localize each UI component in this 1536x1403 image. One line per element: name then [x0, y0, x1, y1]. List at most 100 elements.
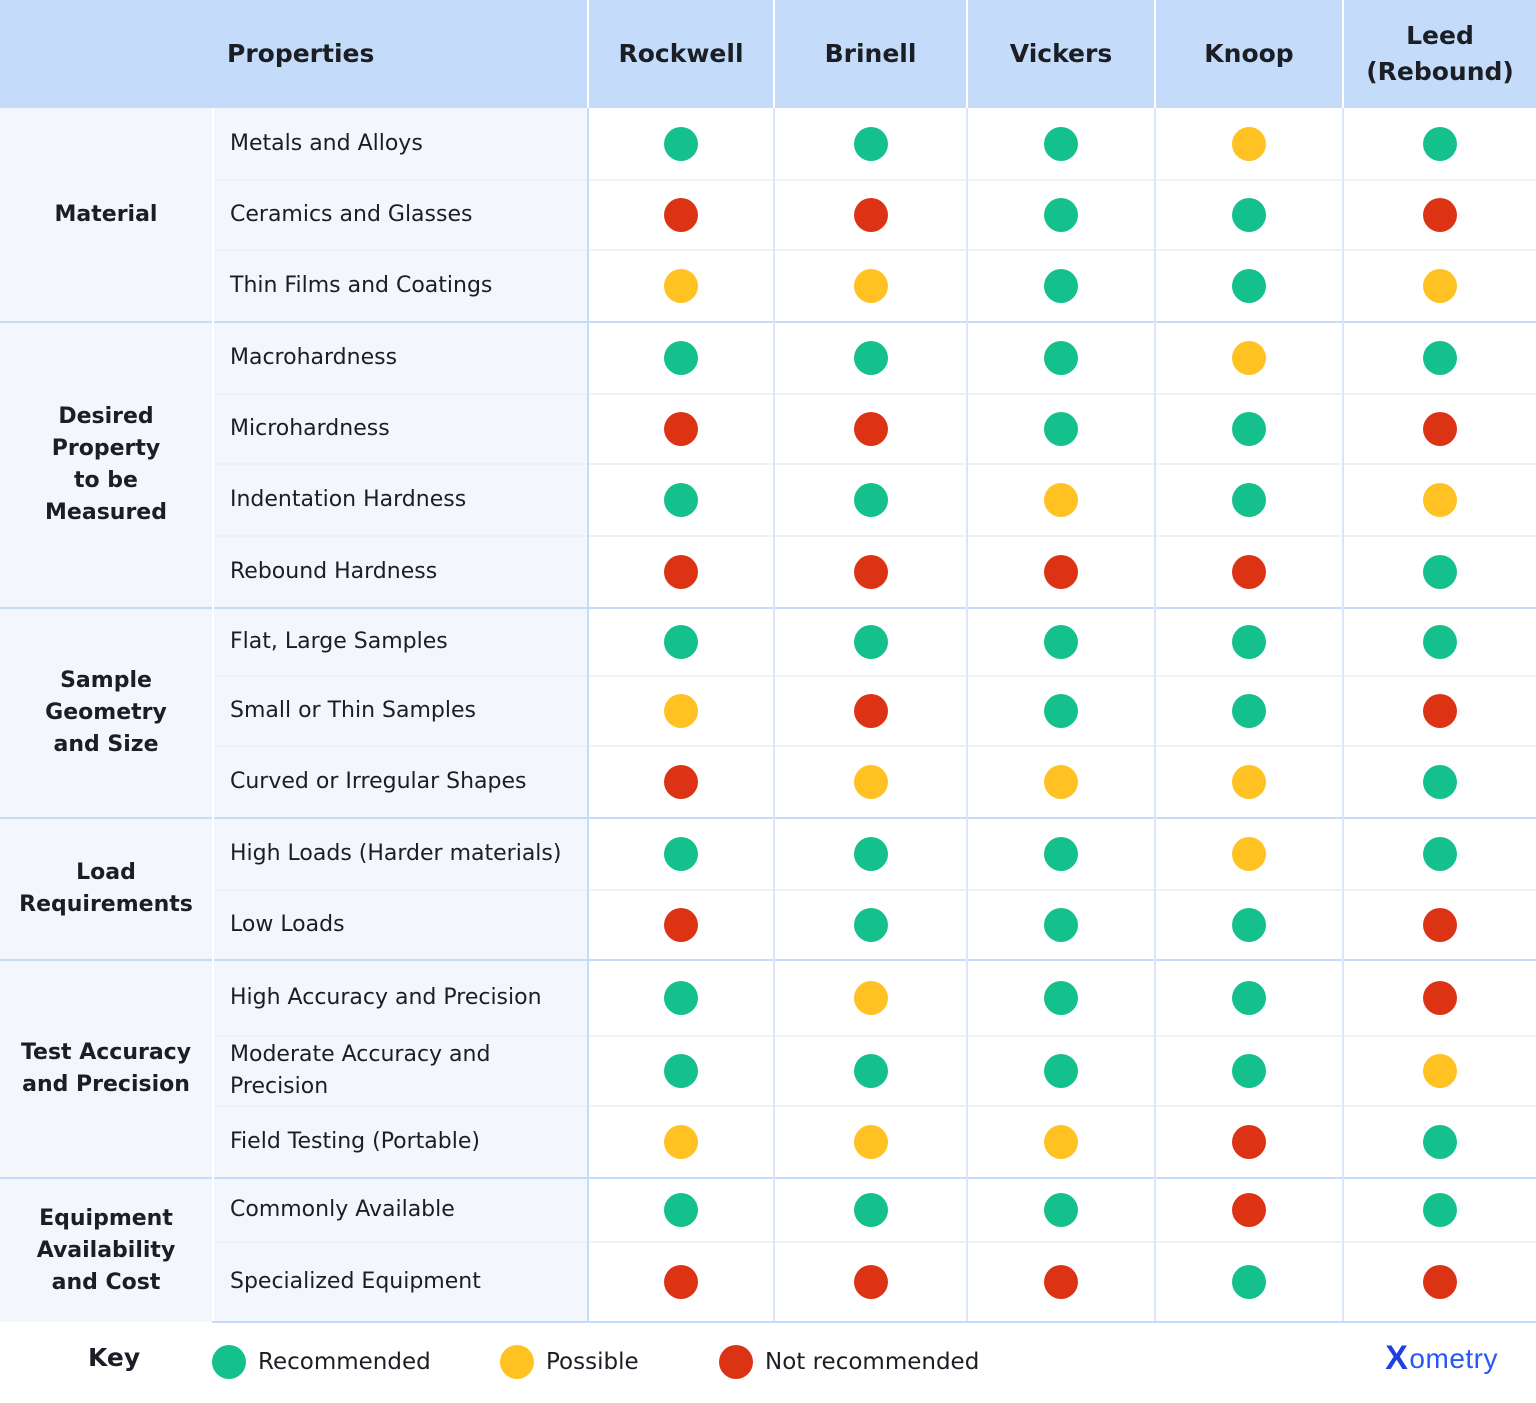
recommended-dot-icon: [1044, 837, 1078, 871]
rating-cell-leed: [1342, 463, 1536, 536]
rating-cell-leed: [1342, 817, 1536, 890]
header-vickers: Vickers: [966, 0, 1155, 108]
legend-item-recommended: Recommended: [212, 1345, 431, 1379]
rating-cell-brinell: [773, 463, 967, 536]
recommended-dot-icon: [1044, 269, 1078, 303]
rating-cell-rockwell: [587, 745, 774, 818]
xometry-logo-text: ometry: [1409, 1342, 1498, 1374]
group-label: Desired Property to be Measured: [0, 321, 213, 608]
recommended-dot-icon: [853, 908, 888, 942]
rating-cell-rockwell: [587, 1105, 774, 1178]
possible-dot-icon: [500, 1345, 534, 1379]
not-recommended-dot-icon: [853, 694, 888, 728]
not-recommended-dot-icon: [1232, 1193, 1266, 1227]
rating-cell-knoop: [1154, 817, 1343, 890]
rating-cell-vickers: [966, 393, 1155, 464]
recommended-dot-icon: [853, 483, 888, 517]
rating-cell-leed: [1342, 959, 1536, 1036]
property-label: Small or Thin Samples: [212, 675, 588, 746]
rating-cell-brinell: [773, 393, 967, 464]
recommended-dot-icon: [1232, 412, 1266, 446]
rating-cell-brinell: [773, 108, 967, 180]
property-label: Ceramics and Glasses: [212, 179, 588, 250]
rating-cell-knoop: [1154, 1177, 1343, 1242]
not-recommended-dot-icon: [1423, 694, 1457, 728]
recommended-dot-icon: [664, 126, 698, 161]
possible-dot-icon: [1044, 1125, 1078, 1159]
legend-item-possible: Possible: [500, 1345, 639, 1379]
table-row: Small or Thin Samples: [0, 675, 1536, 746]
rating-cell-brinell: [773, 745, 967, 818]
table-row: Desired Property to be Measured Macrohard…: [0, 321, 1536, 608]
rating-cell-brinell: [773, 249, 967, 322]
legend-label-not-recommended: Not recommended: [765, 1349, 980, 1375]
rating-cell-brinell: [773, 607, 967, 676]
recommended-dot-icon: [853, 1054, 888, 1088]
rating-cell-leed: [1342, 249, 1536, 322]
rating-cell-rockwell: [587, 959, 774, 1036]
rating-cell-leed: [1342, 1177, 1536, 1242]
legend-item-not-recommended: Not recommended: [719, 1345, 979, 1379]
recommended-dot-icon: [853, 1193, 888, 1227]
property-label: Indentation Hardness: [212, 463, 588, 536]
rating-cell-leed: [1342, 321, 1536, 394]
recommended-dot-icon: [664, 837, 698, 871]
property-label: Curved or Irregular Shapes: [212, 745, 588, 818]
table-row: Curved or Irregular Shapes: [0, 745, 1536, 818]
recommended-dot-icon: [1232, 981, 1266, 1015]
group-label: Load Requirements: [0, 817, 213, 960]
rating-cell-vickers: [966, 249, 1155, 322]
recommended-dot-icon: [664, 341, 698, 375]
possible-dot-icon: [853, 1125, 888, 1159]
rating-cell-knoop: [1154, 959, 1343, 1036]
not-recommended-dot-icon: [1423, 908, 1457, 942]
recommended-dot-icon: [1232, 269, 1266, 303]
table-row: Specialized Equipment: [0, 1241, 1536, 1323]
possible-dot-icon: [1044, 765, 1078, 799]
recommended-dot-icon: [1044, 1193, 1078, 1227]
table-row: Load Requirements High Loads (Harder mate…: [0, 817, 1536, 960]
rating-cell-leed: [1342, 108, 1536, 180]
header-rockwell: Rockwell: [587, 0, 774, 108]
hardness-comparison-chart: Properties Rockwell Brinell Vickers Knoo…: [0, 0, 1536, 1323]
recommended-dot-icon: [1423, 837, 1457, 871]
rating-cell-vickers: [966, 463, 1155, 536]
rating-cell-brinell: [773, 817, 967, 890]
rating-cell-brinell: [773, 1241, 967, 1323]
rating-cell-knoop: [1154, 607, 1343, 676]
possible-dot-icon: [1044, 483, 1078, 517]
rating-cell-rockwell: [587, 249, 774, 322]
xometry-logo: X ometry: [1385, 1339, 1498, 1378]
recommended-dot-icon: [664, 483, 698, 517]
rating-cell-brinell: [773, 1035, 967, 1106]
recommended-dot-icon: [1044, 908, 1078, 942]
recommended-dot-icon: [1232, 483, 1266, 517]
rating-cell-vickers: [966, 108, 1155, 180]
not-recommended-dot-icon: [1232, 1125, 1266, 1159]
rating-cell-knoop: [1154, 1035, 1343, 1106]
not-recommended-dot-icon: [853, 1265, 888, 1299]
rating-cell-rockwell: [587, 393, 774, 464]
rating-cell-leed: [1342, 179, 1536, 250]
rating-cell-vickers: [966, 1035, 1155, 1106]
rating-cell-leed: [1342, 1105, 1536, 1178]
possible-dot-icon: [664, 269, 698, 303]
group-label: Test Accuracy and Precision: [0, 959, 213, 1178]
recommended-dot-icon: [853, 625, 888, 659]
table-body: Material Metals and Alloys Ceramics and Gl…: [0, 108, 1536, 1323]
recommended-dot-icon: [1423, 765, 1457, 799]
header-knoop: Knoop: [1154, 0, 1343, 108]
rating-cell-vickers: [966, 817, 1155, 890]
legend-label-possible: Possible: [546, 1349, 639, 1375]
possible-dot-icon: [664, 1125, 698, 1159]
not-recommended-dot-icon: [1423, 1265, 1457, 1299]
rating-cell-knoop: [1154, 1105, 1343, 1178]
recommended-dot-icon: [1044, 412, 1078, 446]
possible-dot-icon: [853, 269, 888, 303]
recommended-dot-icon: [1044, 126, 1078, 161]
recommended-dot-icon: [1423, 1125, 1457, 1159]
not-recommended-dot-icon: [664, 908, 698, 942]
rating-cell-rockwell: [587, 889, 774, 960]
rating-cell-vickers: [966, 179, 1155, 250]
rating-cell-vickers: [966, 959, 1155, 1036]
